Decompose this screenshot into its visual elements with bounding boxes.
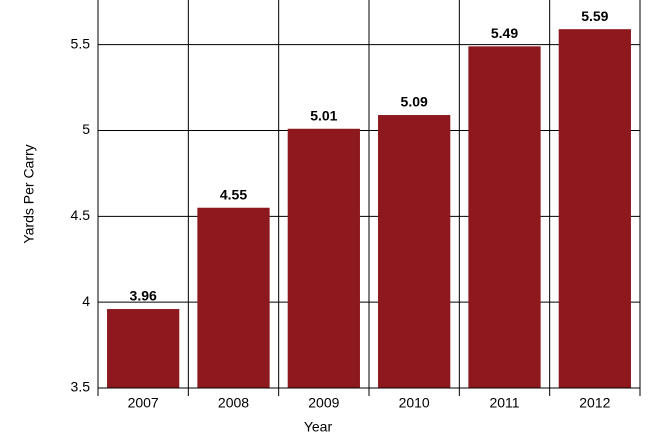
y-tick-label: 5.5 xyxy=(71,35,91,51)
y-axis-label: Yards Per Carry xyxy=(21,144,37,243)
bar xyxy=(287,128,360,389)
bar xyxy=(197,207,270,388)
value-label: 4.55 xyxy=(220,186,247,202)
bar xyxy=(378,115,451,388)
y-tick-label: 3.5 xyxy=(71,379,91,395)
x-tick-label: 2011 xyxy=(489,395,519,411)
bar xyxy=(468,46,541,389)
value-label: 5.01 xyxy=(310,107,337,123)
x-tick-label: 2012 xyxy=(579,395,610,411)
value-label: 5.09 xyxy=(401,94,428,110)
bar xyxy=(107,309,180,388)
value-label: 5.49 xyxy=(491,25,518,41)
x-tick-label: 2007 xyxy=(128,395,159,411)
x-tick-label: 2008 xyxy=(218,395,249,411)
bar xyxy=(558,29,631,388)
y-tick-label: 4.5 xyxy=(71,207,91,223)
x-tick-label: 2009 xyxy=(308,395,339,411)
y-tick-label: 4 xyxy=(82,293,90,309)
x-axis-label: Year xyxy=(304,419,333,434)
value-label: 3.96 xyxy=(130,288,157,304)
y-tick-label: 5 xyxy=(82,121,90,137)
value-label: 5.59 xyxy=(581,8,608,24)
x-tick-label: 2010 xyxy=(399,395,430,411)
